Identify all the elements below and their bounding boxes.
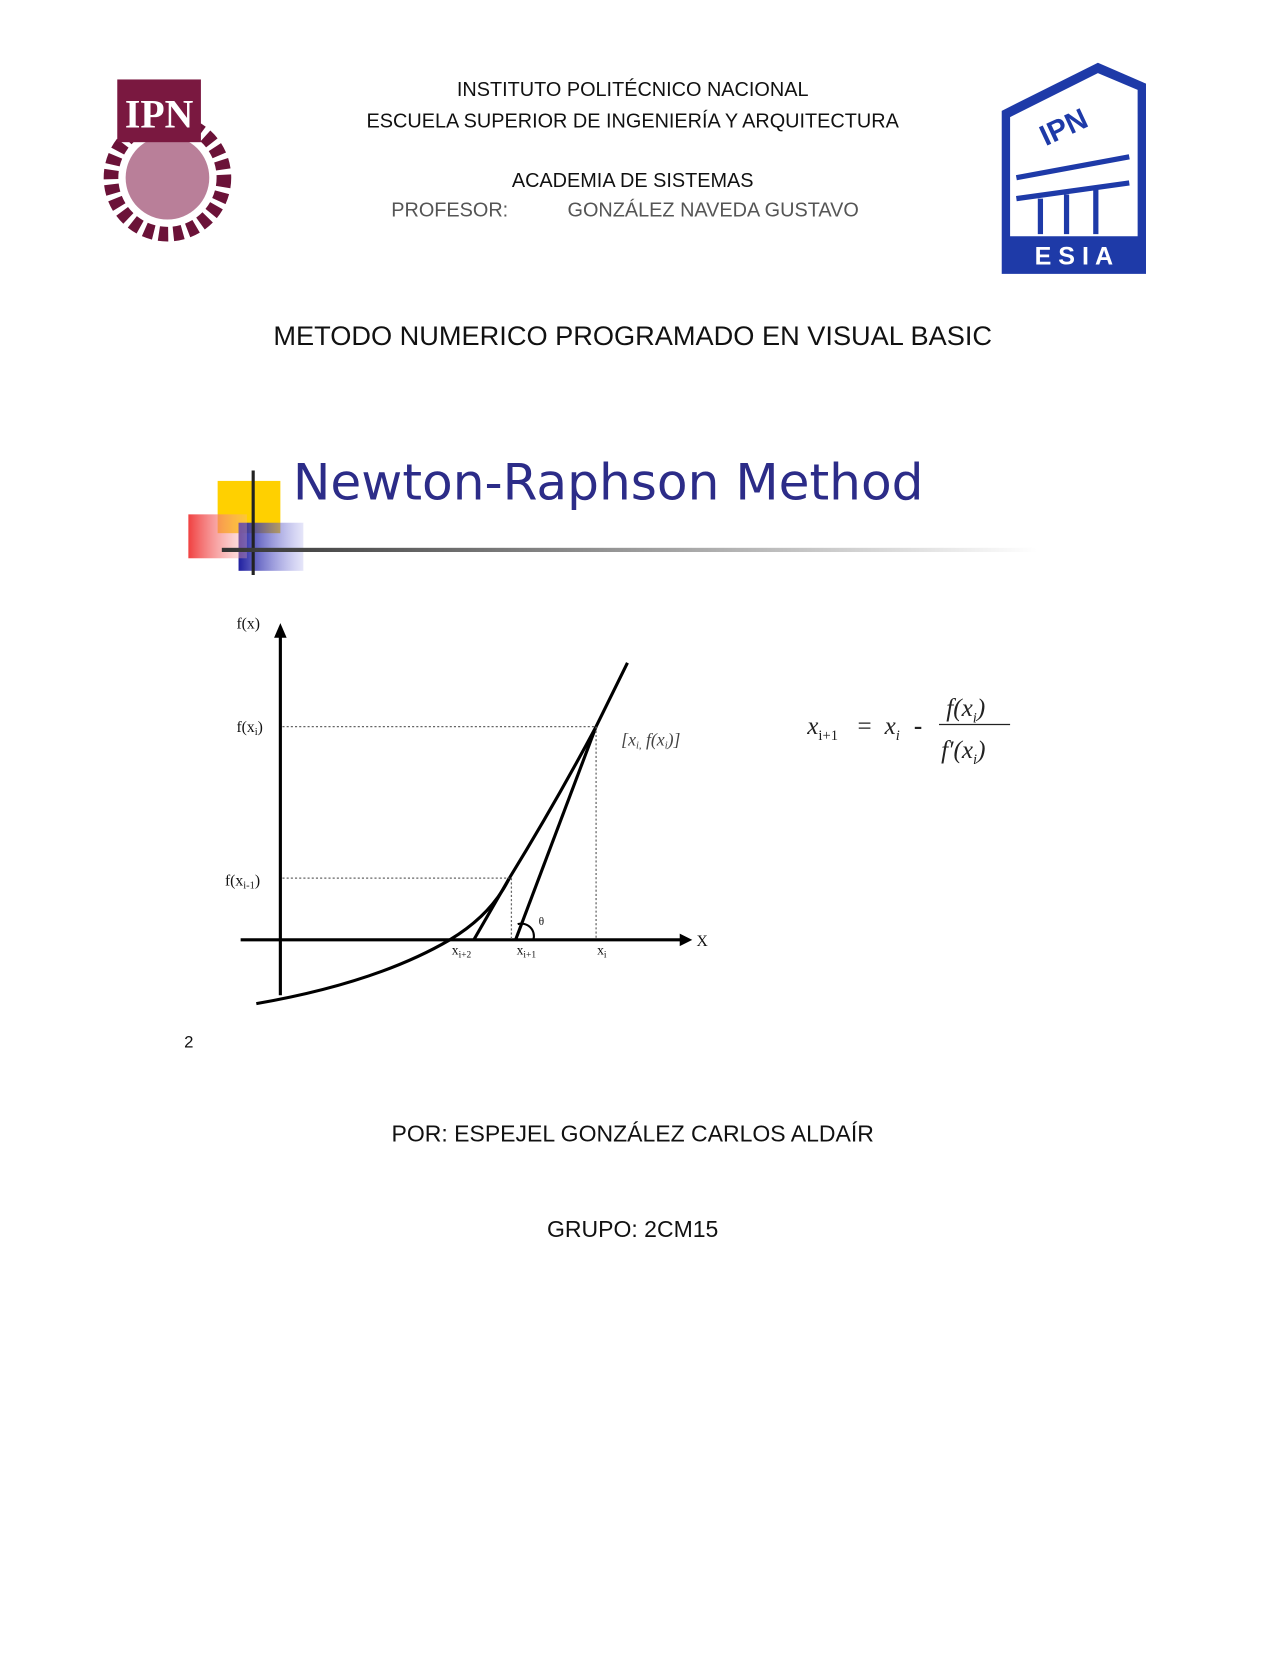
y-label: f(xi-1) [225, 872, 260, 891]
logo-inner [125, 135, 210, 220]
x-label: xi [597, 942, 607, 960]
formula-eq: = [857, 713, 871, 740]
figure-graph: θ f(x) X f(xi) f(xi-1) xi+2 xi+1 xi [xi,… [225, 615, 708, 1006]
author: POR: ESPEJEL GONZÁLEZ CARLOS ALDAÍR [392, 1121, 874, 1147]
tangent [472, 877, 511, 941]
text-part: ) [258, 719, 263, 736]
logo-block [117, 79, 201, 143]
formula-denominator: f′(xi) [941, 737, 985, 768]
tangent [514, 726, 598, 941]
text-part: i [604, 951, 607, 961]
text-part: x [884, 713, 896, 740]
figure-banner: Newton-Raphson Method [188, 453, 1038, 575]
text-part: [x [621, 729, 636, 749]
x-axis-label: X [696, 933, 708, 950]
text-part: x [806, 713, 818, 740]
text-part: i+1 [523, 951, 536, 961]
text-part: i [255, 727, 258, 738]
text-part: f(x [642, 729, 665, 750]
header: INSTITUTO POLITÉCNICO NACIONAL ESCUELA S… [367, 78, 900, 221]
text-part: ) [255, 872, 260, 889]
axis-arrow [274, 623, 287, 638]
formula: xi+1 = xi - f(xi) f′(xi) [806, 695, 1011, 768]
text-part: x [452, 942, 459, 957]
logo-text: E S I A [1035, 243, 1114, 271]
professor-label: PROFESOR: [391, 199, 508, 221]
formula-numerator: f(xi) [946, 695, 985, 726]
x-label: xi+2 [452, 942, 472, 960]
formula-x: xi [884, 713, 900, 744]
point-label: [xi, f(xi)] [621, 729, 680, 751]
text-part: i, [636, 741, 642, 752]
text-part: i [896, 728, 900, 744]
header-line: ESCUELA SUPERIOR DE INGENIERÍA Y ARQUITE… [367, 110, 900, 133]
y-axis-label: f(x) [236, 615, 259, 632]
angle-label: θ [539, 916, 545, 928]
logo-text: IPN [125, 93, 194, 137]
logo-building [1015, 154, 1130, 235]
text-part: f(x [236, 719, 254, 736]
esia-logo: IPN E S I A [1001, 62, 1146, 274]
footnote: 2 [184, 1033, 193, 1052]
curve [256, 662, 629, 1006]
text-part: i [665, 741, 668, 752]
professor-name: GONZÁLEZ NAVEDA GUSTAVO [568, 198, 859, 221]
text-part: ) [975, 737, 985, 764]
text-part: i [973, 710, 977, 726]
header-line: INSTITUTO POLITÉCNICO NACIONAL [457, 78, 809, 101]
deco-line [221, 547, 1038, 552]
formula-lhs: xi+1 [806, 713, 838, 744]
text-part: f(x [225, 872, 243, 889]
text-part: i-1 [243, 881, 255, 892]
guides [282, 725, 597, 940]
axis-arrow [679, 933, 693, 947]
y-label: f(xi) [236, 719, 262, 738]
text-part: i+2 [459, 951, 472, 961]
group: GRUPO: 2CM15 [547, 1216, 718, 1242]
text-part: f(x [946, 695, 972, 722]
text-part: x [597, 942, 604, 957]
text-part: )] [667, 729, 681, 750]
text-part: f′(x [941, 737, 973, 764]
ipn-logo: IPN [103, 79, 232, 242]
text-part: ) [975, 695, 985, 722]
figure-heading: Newton-Raphson Method [293, 453, 924, 512]
text-part: i [973, 752, 977, 768]
x-label: xi+1 [517, 942, 537, 960]
angle-arc [517, 922, 535, 941]
formula-minus: - [914, 713, 922, 740]
text-part: i+1 [818, 728, 838, 744]
text-part: x [517, 942, 524, 957]
document-title: METODO NUMERICO PROGRAMADO EN VISUAL BAS… [273, 320, 992, 351]
header-line: ACADEMIA DE SISTEMAS [512, 170, 754, 192]
deco-square [238, 522, 304, 571]
